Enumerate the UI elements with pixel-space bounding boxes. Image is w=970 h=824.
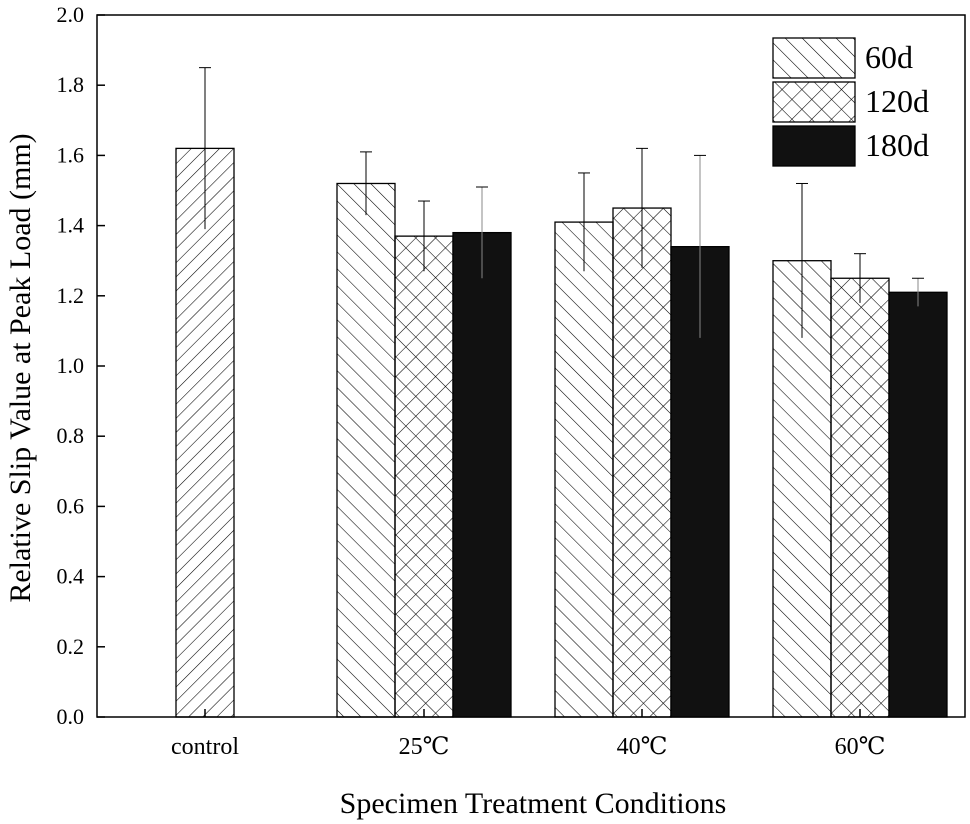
y-axis-title: Relative Slip Value at Peak Load (mm): [4, 133, 37, 602]
legend-swatch-60d: [772, 37, 856, 79]
y-tick-label: 1.4: [57, 213, 85, 238]
legend-label-60d: 60d: [865, 39, 913, 75]
legend-label-180d: 180d: [865, 127, 929, 163]
bar-60d-1: [336, 182, 396, 718]
bar-180d-1: [452, 231, 512, 718]
x-tick-label: 40℃: [617, 734, 668, 760]
y-tick-label: 0.8: [57, 423, 85, 448]
y-tick-label: 0.2: [57, 634, 85, 659]
bar-120d-3: [830, 277, 890, 718]
x-axis-title: Specimen Treatment Conditions: [340, 787, 727, 820]
legend-label-120d: 120d: [865, 83, 929, 119]
bar-180d-3: [888, 291, 948, 718]
bar-control-0: [175, 147, 235, 718]
x-axis: control 25℃ 40℃ 60℃: [171, 709, 885, 760]
bar-60d-2: [554, 221, 614, 718]
error-bars: [199, 67, 924, 338]
legend-swatch-180d: [772, 125, 856, 167]
bars: [175, 147, 948, 718]
x-tick-label: control: [171, 734, 239, 760]
legend: 60d 120d 180d: [772, 37, 929, 167]
x-tick-label: 25℃: [399, 734, 450, 760]
y-tick-label: 0.6: [57, 493, 85, 518]
legend-swatch-120d: [772, 81, 856, 123]
y-tick-label: 0.0: [57, 704, 85, 729]
y-axis: 0.0 0.2 0.4 0.6 0.8 1.0 1.2 1.4 1.6 1.8 2.0: [57, 2, 105, 729]
y-tick-label: 2.0: [57, 2, 85, 27]
y-tick-label: 1.2: [57, 283, 85, 308]
bar-120d-2: [612, 207, 672, 718]
y-tick-label: 0.4: [57, 564, 85, 589]
x-tick-label: 60℃: [835, 734, 886, 760]
bar-120d-1: [394, 235, 454, 718]
y-tick-label: 1.8: [57, 72, 85, 97]
y-tick-label: 1.6: [57, 142, 85, 167]
y-tick-label: 1.0: [57, 353, 85, 378]
